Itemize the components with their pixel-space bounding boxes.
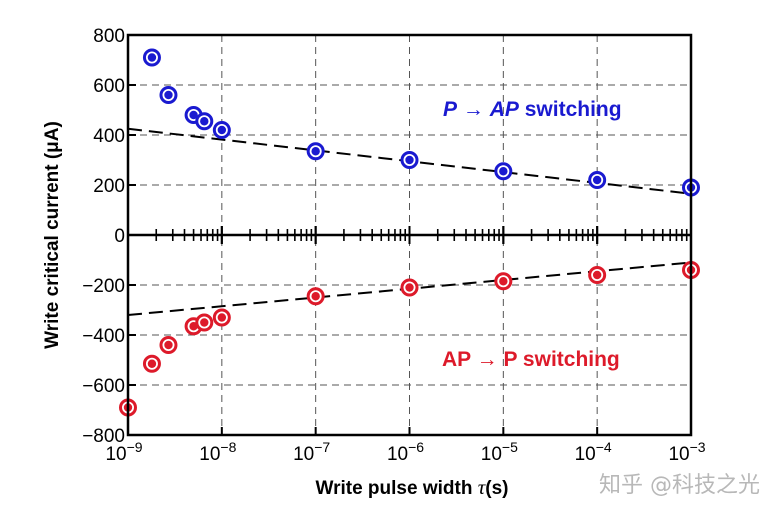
x-tick-label: 10−5 [481, 439, 518, 465]
y-axis-title: Write critical current (μA) [42, 121, 63, 349]
data-point-core [189, 110, 198, 120]
x-tick-label: 10−6 [387, 439, 424, 465]
data-point [494, 272, 513, 291]
annotation-p-to-ap: P → AP switching [443, 98, 622, 121]
data-point-core [592, 270, 602, 280]
data-point-core [217, 125, 227, 135]
data-point-core [147, 53, 157, 62]
data-point [142, 48, 161, 67]
data-point [159, 86, 178, 104]
data-point-core [499, 277, 508, 286]
y-tick-label: 0 [114, 226, 125, 247]
data-point [306, 287, 325, 306]
data-point-core [217, 313, 227, 322]
data-point-core [164, 90, 173, 100]
y-tick-label: 600 [93, 76, 125, 97]
data-point-core [592, 175, 602, 185]
data-point [212, 121, 231, 139]
y-tick-label: −800 [82, 426, 125, 447]
y-tick-label: −600 [82, 376, 125, 397]
data-point-core [200, 318, 209, 327]
y-axis-ticks: 800 600 400 200 0 −200 −400 −600 −800 [82, 26, 136, 447]
x-axis-title: Write pulse width τ(s) [316, 475, 509, 499]
data-point-core [311, 147, 320, 156]
data-point-core [200, 117, 209, 126]
x-tick-label: 10−4 [575, 439, 612, 465]
y-tick-label: 400 [93, 126, 125, 147]
x-tick-label: 10−8 [199, 439, 236, 465]
data-point [494, 162, 513, 181]
data-point [306, 142, 325, 161]
data-point-core [164, 340, 173, 350]
data-point [195, 313, 214, 332]
data-point-core [405, 155, 414, 165]
data-point-core [147, 359, 157, 368]
data-point [159, 336, 178, 354]
y-tick-label: 200 [93, 176, 125, 197]
watermark: 知乎 @科技之光 [599, 473, 760, 498]
x-tick-label: 10−9 [105, 439, 142, 465]
data-point-core [405, 283, 414, 292]
y-tick-label: 800 [93, 26, 125, 47]
data-point-core [499, 167, 508, 176]
data-point [400, 151, 419, 169]
y-tick-label: −200 [82, 276, 125, 297]
annotation-ap-to-p: AP → P switching [442, 348, 620, 371]
data-point [195, 112, 214, 131]
data-point [400, 278, 419, 297]
data-point [588, 266, 607, 284]
data-points [119, 48, 700, 417]
data-point [142, 354, 161, 373]
data-point [212, 308, 231, 327]
x-axis-ticks: 10−9 10−8 10−7 10−6 10−5 10−4 10−3 [105, 427, 706, 465]
x-tick-label: 10−7 [293, 439, 330, 465]
data-point-core [311, 292, 320, 301]
data-point [588, 171, 607, 189]
x-tick-label: 10−3 [668, 439, 705, 465]
y-tick-label: −400 [82, 326, 125, 347]
